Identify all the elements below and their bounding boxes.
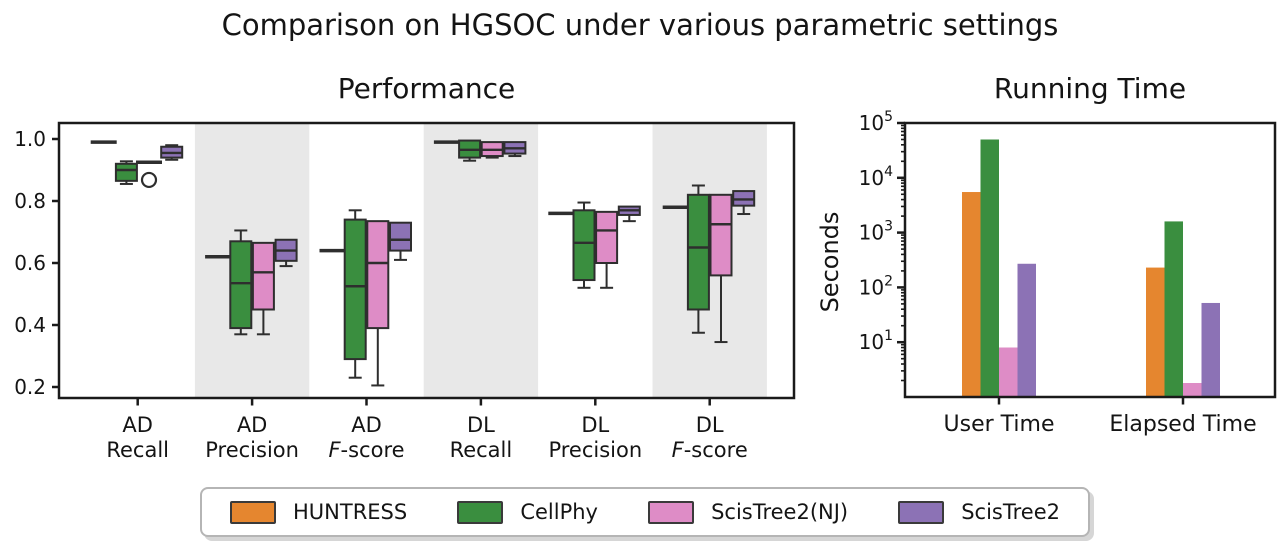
legend-label: ScisTree2(NJ) (711, 500, 849, 524)
box-scistree2-nj-dl-f-score (709, 193, 733, 277)
rt-xtick-label: Elapsed Time (1109, 412, 1256, 437)
bar-scistree2-nj-elapsed-time (1183, 383, 1202, 397)
legend: HUNTRESS CellPhy ScisTree2(NJ) ScisTree2 (200, 487, 1090, 537)
legend-label: ScisTree2 (961, 500, 1060, 524)
box-cellphy-dl-precision (572, 209, 596, 282)
perf-xtick-label-line2: F-score (672, 438, 748, 462)
perf-ytick-label: 0.2 (14, 375, 46, 399)
rt-ylabel-seconds: Seconds (816, 212, 844, 313)
bar-scistree2-user-time (1017, 263, 1036, 397)
rt-ytick-label: 105 (859, 109, 893, 135)
rt-ytick-label: 102 (859, 273, 893, 299)
box-cellphy-ad-f-score (343, 218, 367, 361)
performance-plot-title: Performance (337, 72, 516, 105)
perf-xtick-label-line1: DL (696, 413, 724, 437)
perf-xtick-label-line2: Recall (450, 438, 513, 462)
perf-ytick-label: 0.4 (14, 313, 46, 337)
box-cellphy-ad-precision (229, 240, 253, 330)
box-scistree2-ad-f-score (389, 221, 412, 252)
legend-item-cellphy: CellPhy (457, 500, 598, 524)
box-scistree2-nj-ad-precision (251, 241, 275, 311)
legend-label: HUNTRESS (293, 500, 408, 524)
rt-ytick-label: 103 (859, 219, 893, 245)
rt-ytick-label: 104 (859, 164, 893, 190)
box-scistree2-nj-ad-f-score (366, 220, 390, 330)
perf-ytick-label: 1.0 (14, 127, 46, 151)
performance-axes-frame (57, 121, 796, 400)
perf-ytick-label: 0.8 (14, 189, 46, 213)
bar-huntress-user-time (962, 192, 981, 397)
scistree2nj-color-swatch (648, 500, 695, 524)
perf-xtick-label-line1: DL (581, 413, 609, 437)
perf-xtick-label-line2: Precision (205, 438, 299, 462)
legend-item-scistree2: ScisTree2 (898, 500, 1060, 524)
bar-scistree2-nj-user-time (999, 347, 1018, 397)
perf-ytick-label: 0.6 (14, 251, 46, 275)
scistree2-color-swatch (898, 500, 945, 524)
bar-scistree2-elapsed-time (1201, 302, 1220, 397)
rt-ytick-label: 101 (859, 328, 893, 354)
box-scistree2-nj-dl-precision (595, 210, 619, 265)
bar-huntress-elapsed-time (1146, 267, 1165, 397)
shaded-band-dl-recall (423, 123, 539, 398)
bar-cellphy-elapsed-time (1164, 221, 1183, 397)
bar-cellphy-user-time (980, 139, 999, 397)
perf-xtick-label-line1: AD (237, 413, 268, 437)
perf-xtick-label-line2: Recall (106, 438, 169, 462)
perf-xtick-label-line1: DL (467, 413, 495, 437)
box-cellphy-ad-recall (114, 162, 138, 182)
figure-title: Comparison on HGSOC under various parame… (221, 8, 1059, 42)
legend-label: CellPhy (520, 500, 598, 524)
legend-item-scistree2nj: ScisTree2(NJ) (648, 500, 848, 524)
runtime-plot-title: Running Time (993, 72, 1187, 105)
perf-xtick-label-line2: F-score (328, 438, 404, 462)
huntress-color-swatch (230, 500, 276, 524)
perf-xtick-label-line1: AD (122, 413, 153, 437)
box-cellphy-dl-f-score (686, 193, 710, 311)
perf-xtick-label-line1: AD (351, 413, 382, 437)
rt-xtick-label: User Time (944, 412, 1055, 437)
cellphy-color-swatch (457, 500, 504, 524)
box-scistree2-nj-ad-recall-outlier (140, 171, 158, 189)
runtime-axes-frame (903, 121, 1277, 399)
charts-canvas: 1.00.80.60.40.2ADRecallADPrecisionADF-sc… (14, 109, 1277, 462)
perf-xtick-label-line2: Precision (548, 438, 642, 462)
legend-item-huntress: HUNTRESS (230, 500, 407, 524)
